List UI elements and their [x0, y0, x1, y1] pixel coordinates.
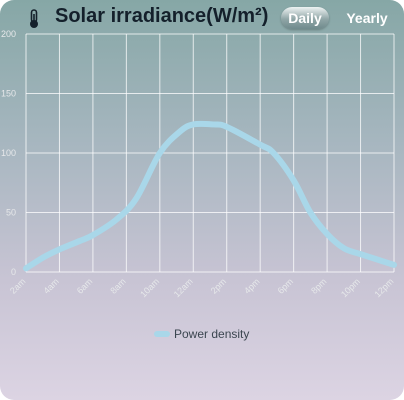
data-point: [26, 268, 27, 269]
data-point: [260, 144, 261, 145]
data-point: [343, 248, 344, 249]
data-point: [360, 254, 361, 255]
data-point: [226, 126, 227, 127]
x-tick-label: 6am: [75, 276, 94, 295]
data-point: [327, 233, 328, 234]
x-tick-label: 4am: [41, 276, 60, 295]
data-point: [293, 180, 294, 181]
data-point: [136, 198, 137, 199]
data-point: [310, 212, 311, 213]
y-tick-label: 200: [1, 29, 16, 39]
x-tick-label: 8pm: [309, 276, 328, 295]
y-tick-label: 100: [1, 148, 16, 158]
y-tick-label: 150: [1, 89, 16, 99]
x-tick-label: 6pm: [276, 276, 295, 295]
data-point: [213, 124, 214, 125]
data-point: [116, 219, 117, 220]
data-point: [159, 153, 160, 154]
thermometer-icon: [30, 9, 38, 28]
tab-daily[interactable]: Daily: [281, 7, 329, 29]
x-tick-label: 10pm: [339, 276, 362, 299]
data-point: [59, 249, 60, 250]
y-tick-label: 50: [6, 208, 16, 218]
legend-label: Power density: [174, 327, 250, 341]
x-tick-label: 10am: [138, 276, 161, 299]
x-tick-label: 12am: [172, 276, 195, 299]
series-line-power-density: [23, 120, 397, 272]
data-point: [273, 153, 274, 154]
chart-grid: [25, 33, 395, 273]
data-point: [42, 257, 43, 258]
legend-swatch: [154, 331, 170, 337]
chart-title: Solar irradiance(W/m²): [55, 5, 269, 27]
data-point: [193, 124, 194, 125]
y-axis-ticks: 0 50 100 150 200: [1, 29, 16, 277]
data-point: [394, 264, 395, 265]
data-point: [179, 131, 180, 132]
x-tick-label: 12pm: [372, 276, 395, 299]
x-tick-label: 2am: [8, 276, 27, 295]
x-tick-label: 8am: [108, 276, 127, 295]
chart-header: Solar irradiance(W/m²) Daily Yearly: [0, 0, 404, 34]
x-tick-label: 4pm: [242, 276, 261, 295]
data-point: [92, 235, 93, 236]
y-tick-label: 0: [11, 267, 16, 277]
chart-series: [23, 120, 397, 272]
x-tick-label: 2pm: [209, 276, 228, 295]
data-point: [79, 241, 80, 242]
tab-yearly[interactable]: Yearly: [346, 10, 388, 26]
x-axis-ticks: 2am 4am 6am 8am 10am 12am 2pm 4pm 6pm 8pm 10pm 12pm: [8, 276, 395, 299]
